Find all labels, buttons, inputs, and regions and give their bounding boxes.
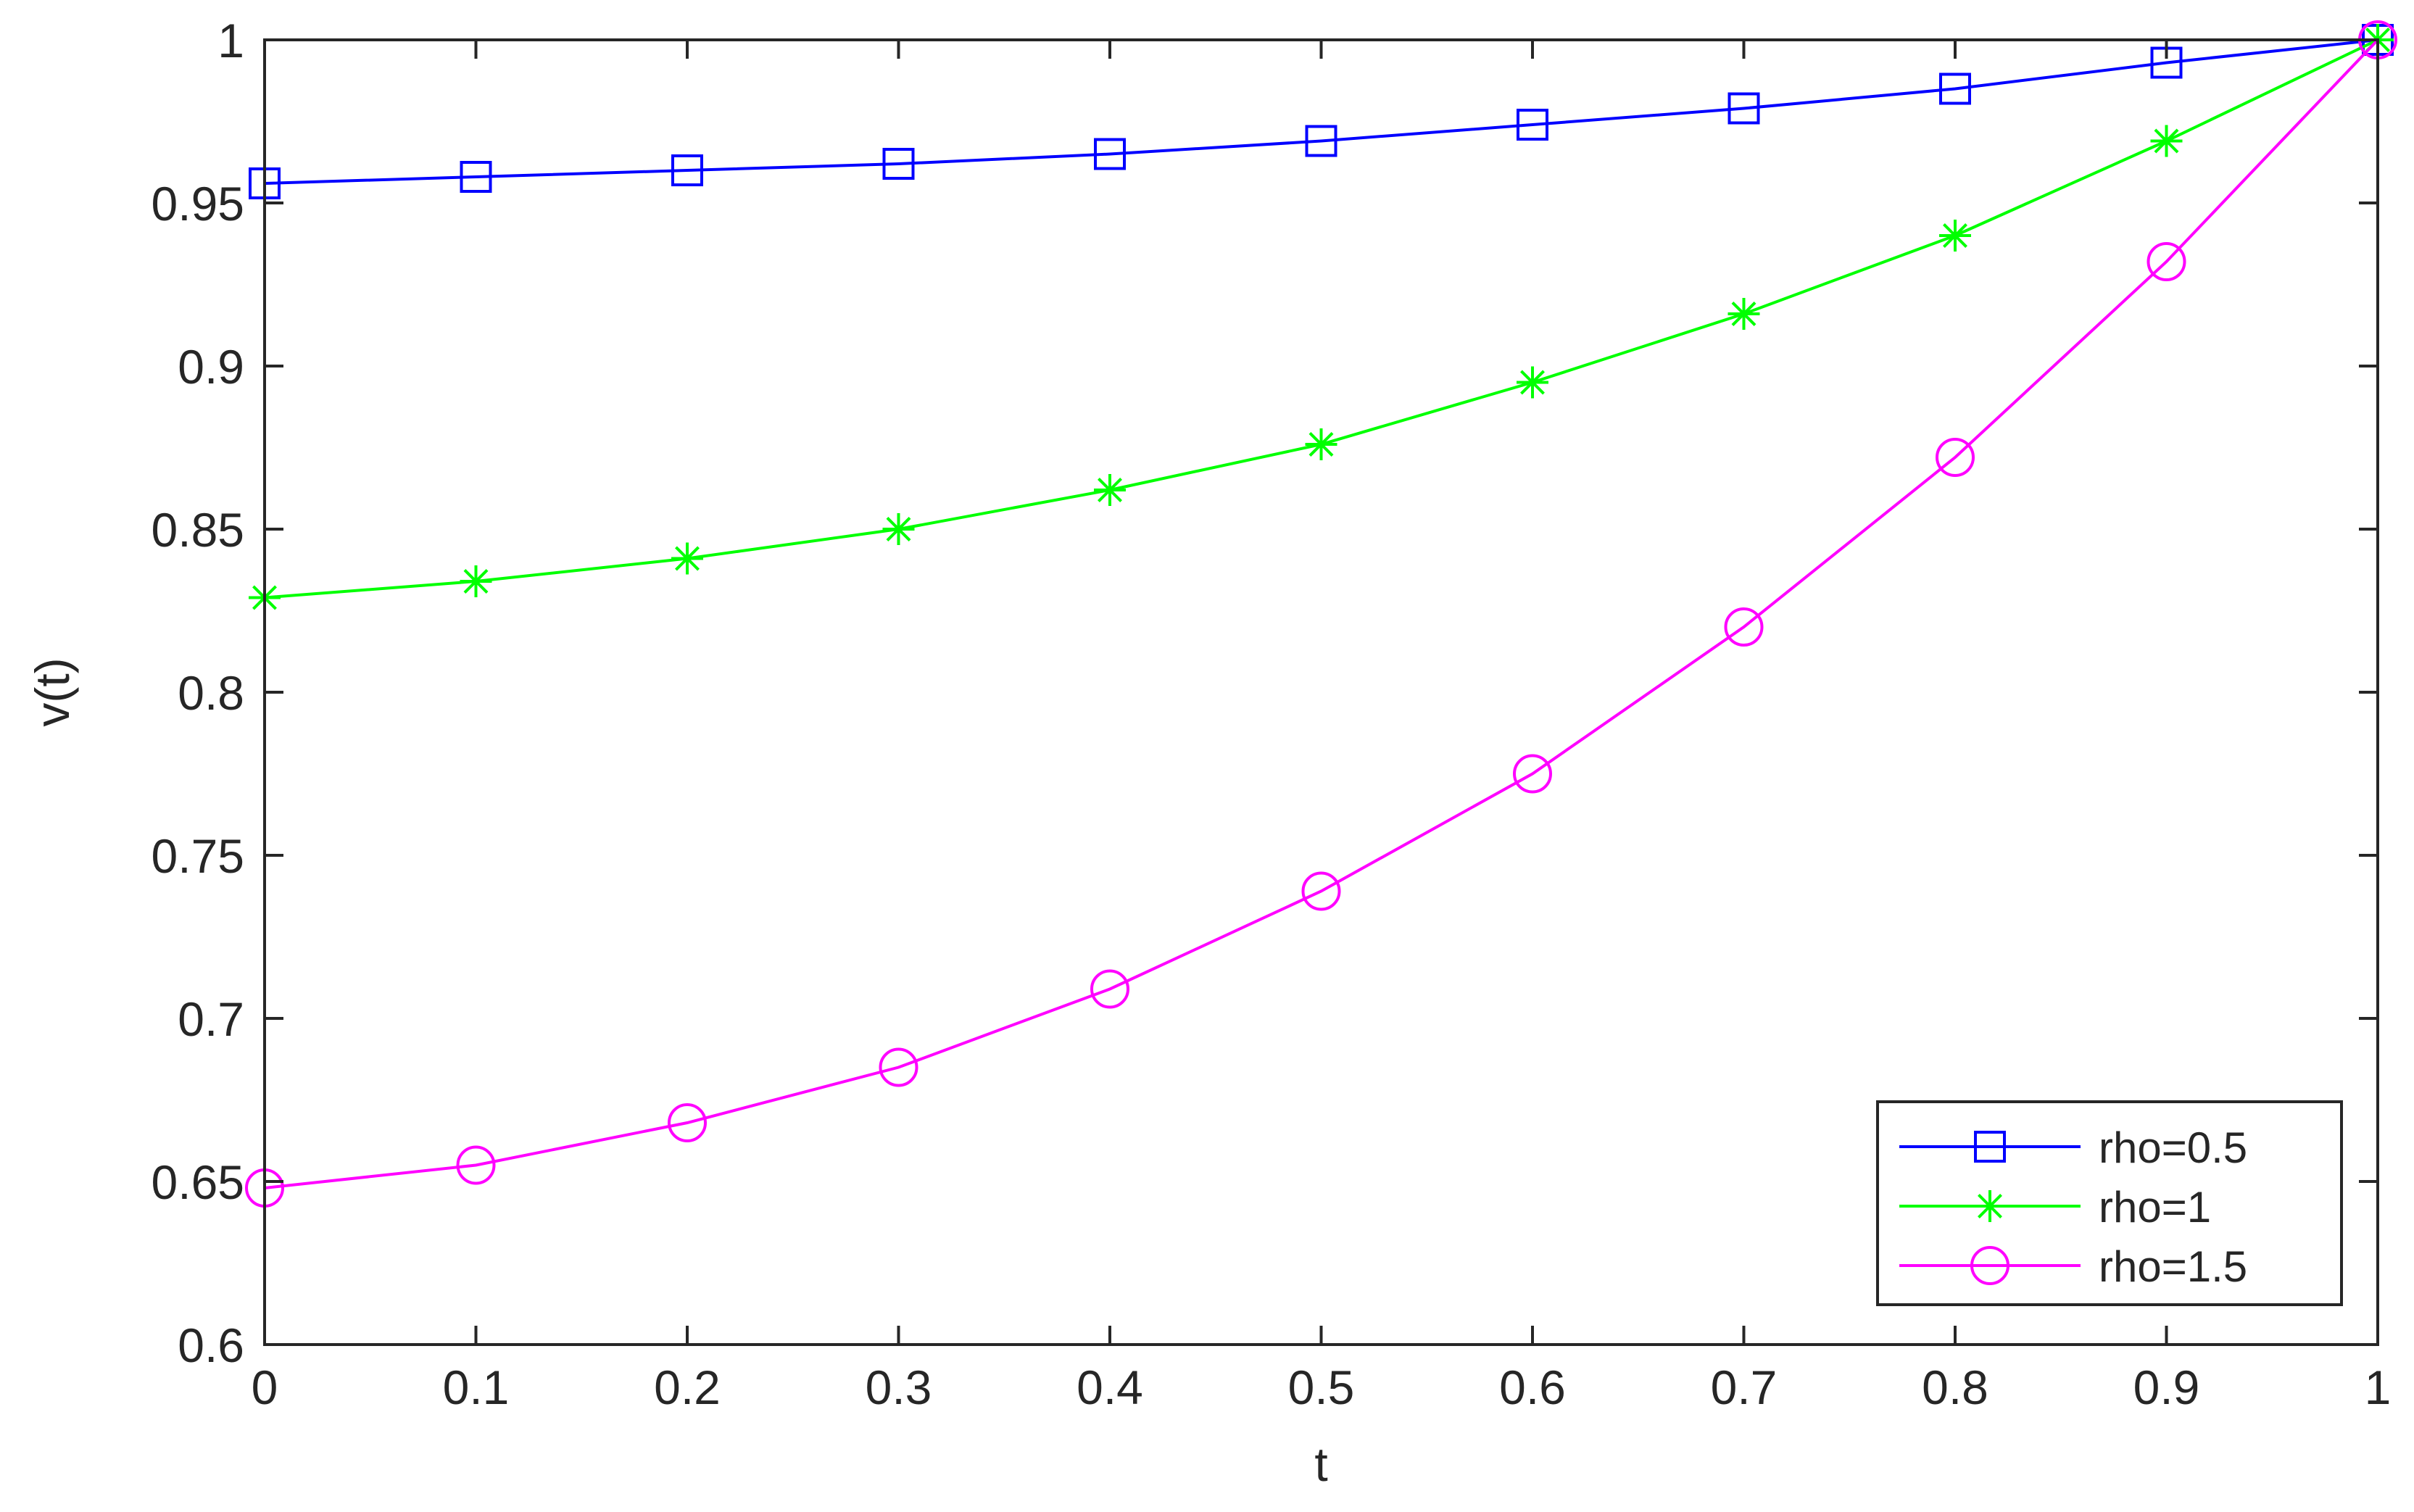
x-tick-label: 0 — [252, 1361, 278, 1414]
y-tick-label: 0.7 — [178, 992, 244, 1046]
x-tick-label: 0.8 — [1922, 1361, 1988, 1414]
data-point-marker — [1517, 366, 1548, 399]
x-tick-label: 0.6 — [1499, 1361, 1566, 1414]
legend-marker — [1974, 1190, 2006, 1222]
data-point-marker — [671, 542, 703, 575]
legend: rho=0.5 rho=1 rho=1.5 — [1876, 1100, 2343, 1306]
data-point-marker — [1305, 125, 1337, 157]
data-point-marker — [456, 1145, 496, 1185]
data-point-marker — [1094, 138, 1126, 170]
ticks-layer: 0 0.1 0.2 0.3 0.4 0.5 0.6 0.7 0.8 0.9 1 0.6 0.65 0.7 0… — [152, 14, 2392, 1414]
legend-item: rho=1.5 — [1899, 1242, 2247, 1291]
x-tick-label: 0.2 — [654, 1361, 721, 1414]
data-point-marker — [879, 1047, 918, 1087]
data-point-marker — [2150, 125, 2183, 157]
x-tick-label: 0.1 — [443, 1361, 510, 1414]
data-point-marker — [460, 565, 492, 597]
x-tick-label: 1 — [2365, 1361, 2392, 1414]
x-tick-label: 0.3 — [866, 1361, 932, 1414]
legend-label: rho=1 — [2099, 1183, 2211, 1231]
data-point-marker — [1939, 72, 1971, 105]
y-axis-label: v(t) — [25, 657, 79, 726]
x-tick-label: 0.5 — [1288, 1361, 1355, 1414]
data-point-marker — [1724, 607, 1764, 647]
y-tick-label: 1 — [217, 14, 244, 67]
y-tick-label: 0.9 — [178, 340, 244, 394]
y-tick-label: 0.6 — [178, 1318, 244, 1372]
data-point-marker — [882, 513, 915, 545]
data-point-marker — [1305, 428, 1337, 460]
series-rho=1.5 — [245, 20, 2397, 1208]
data-point-marker — [1301, 871, 1341, 911]
x-axis-label: t — [1314, 1437, 1327, 1491]
data-point-marker — [1727, 92, 1760, 125]
y-tick-label: 0.75 — [152, 829, 244, 883]
legend-marker — [1970, 1246, 2009, 1285]
data-point-marker — [1727, 298, 1760, 330]
x-tick-label: 0.9 — [2133, 1361, 2200, 1414]
x-tick-label: 0.7 — [1711, 1361, 1778, 1414]
series-line — [264, 38, 2378, 599]
y-tick-label: 0.65 — [152, 1155, 244, 1209]
data-point-marker — [1513, 754, 1552, 794]
series-line — [264, 38, 2378, 185]
data-point-marker — [1936, 438, 1975, 477]
legend-box — [1876, 1100, 2343, 1306]
data-point-marker — [668, 1103, 707, 1142]
data-point-marker — [671, 154, 703, 186]
legend-label: rho=1.5 — [2099, 1242, 2247, 1291]
series-line — [264, 38, 2379, 1189]
x-tick-label: 0.4 — [1077, 1361, 1143, 1414]
y-tick-label: 0.8 — [178, 666, 244, 720]
series-rho=1 — [249, 24, 2394, 614]
data-point-marker — [1094, 474, 1126, 506]
data-point-marker — [460, 161, 492, 193]
legend-item: rho=0.5 — [1899, 1123, 2247, 1172]
data-point-marker — [1090, 969, 1129, 1009]
legend-label: rho=0.5 — [2099, 1123, 2247, 1172]
legend-marker — [1974, 1131, 2006, 1163]
data-point-marker — [1939, 220, 1971, 252]
data-point-marker — [1517, 109, 1548, 141]
data-point-marker — [2147, 242, 2186, 281]
data-point-marker — [882, 148, 915, 180]
y-tick-label: 0.85 — [152, 503, 244, 557]
series-layer — [245, 20, 2397, 1208]
y-tick-label: 0.95 — [152, 177, 244, 230]
legend-item: rho=1 — [1899, 1183, 2211, 1231]
